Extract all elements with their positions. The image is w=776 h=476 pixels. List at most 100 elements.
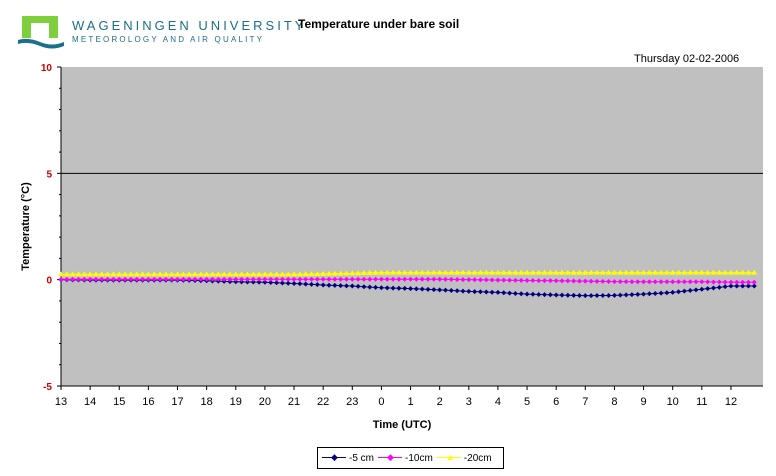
data-point — [151, 276, 157, 282]
data-point — [745, 269, 752, 275]
x-tick-label: 11 — [696, 396, 707, 408]
data-point — [710, 279, 716, 285]
data-point — [320, 282, 326, 288]
data-point — [728, 283, 734, 289]
data-point — [495, 277, 501, 283]
data-point — [320, 276, 326, 282]
data-point — [373, 284, 379, 290]
legend-item-10cm: ◆ -10cm — [378, 453, 433, 464]
data-point — [722, 279, 728, 285]
data-point — [518, 269, 525, 275]
data-point — [734, 279, 740, 285]
y-tick-label: 5 — [46, 169, 52, 180]
data-point — [157, 276, 163, 282]
legend-marker-5cm: ◆ — [322, 453, 346, 463]
data-point — [395, 269, 402, 275]
data-point — [239, 276, 245, 282]
x-tick-label: 9 — [641, 396, 647, 408]
x-tick-label: 2 — [437, 396, 443, 408]
plot-area — [61, 67, 763, 386]
data-point — [716, 284, 722, 290]
data-point — [477, 289, 483, 295]
data-point — [191, 271, 198, 277]
data-point — [739, 269, 746, 275]
data-point — [623, 292, 629, 298]
data-point — [256, 271, 263, 277]
data-point — [710, 285, 716, 291]
data-point — [507, 277, 513, 283]
data-point — [296, 271, 303, 277]
data-point — [547, 292, 553, 298]
x-tick-label: 21 — [288, 396, 300, 408]
data-point — [681, 288, 687, 294]
data-point — [127, 271, 134, 277]
data-point — [553, 278, 559, 284]
data-point — [600, 292, 606, 298]
data-point — [250, 276, 256, 282]
data-point — [250, 271, 257, 277]
data-point — [384, 269, 391, 275]
data-point — [308, 271, 315, 277]
data-point — [576, 269, 583, 275]
data-point — [349, 283, 355, 289]
data-point — [675, 269, 682, 275]
data-point — [734, 283, 740, 289]
data-point — [565, 292, 571, 298]
x-tick-label: 6 — [553, 396, 559, 408]
data-point — [477, 269, 484, 275]
data-point — [571, 278, 577, 284]
data-point — [530, 278, 536, 284]
data-point — [547, 269, 554, 275]
data-point — [745, 279, 751, 285]
data-point — [244, 271, 251, 277]
data-point — [705, 279, 711, 285]
data-point — [233, 276, 239, 282]
data-point — [518, 277, 524, 283]
data-point — [87, 276, 93, 282]
brand: WAGENINGEN UNIVERSITY METEOROLOGY AND AI… — [72, 18, 306, 44]
logo-gate-icon — [31, 23, 49, 38]
data-point — [600, 278, 606, 284]
data-point — [92, 271, 99, 277]
x-tick-label: 18 — [201, 396, 213, 408]
data-point — [425, 269, 432, 275]
data-point — [571, 292, 577, 298]
data-point — [489, 277, 495, 283]
data-point — [163, 276, 169, 282]
data-point — [593, 269, 600, 275]
data-point — [256, 279, 262, 285]
data-point — [617, 269, 624, 275]
data-point — [139, 271, 146, 277]
data-point — [186, 276, 192, 282]
data-point — [501, 290, 507, 296]
data-point — [244, 276, 250, 282]
data-point — [483, 269, 490, 275]
series-3 — [58, 269, 758, 277]
data-point — [442, 269, 449, 275]
data-point — [437, 287, 443, 293]
x-tick-label: 12 — [725, 396, 737, 408]
data-point — [215, 271, 222, 277]
data-point — [733, 269, 740, 275]
data-point — [244, 279, 250, 285]
x-tick-label: 20 — [259, 396, 271, 408]
data-point — [489, 289, 495, 295]
data-point — [239, 279, 245, 285]
data-point — [611, 269, 618, 275]
data-point — [431, 287, 437, 293]
series-2 — [58, 276, 757, 285]
data-point — [297, 276, 303, 282]
data-point — [524, 291, 530, 297]
data-point — [646, 269, 653, 275]
data-point — [384, 285, 390, 291]
data-point — [745, 283, 751, 289]
data-point — [116, 271, 123, 277]
data-point — [373, 276, 379, 282]
data-point — [553, 292, 559, 298]
data-point — [448, 287, 454, 293]
data-point — [524, 278, 530, 284]
data-point — [664, 279, 670, 285]
data-point — [494, 269, 501, 275]
data-point — [606, 292, 612, 298]
